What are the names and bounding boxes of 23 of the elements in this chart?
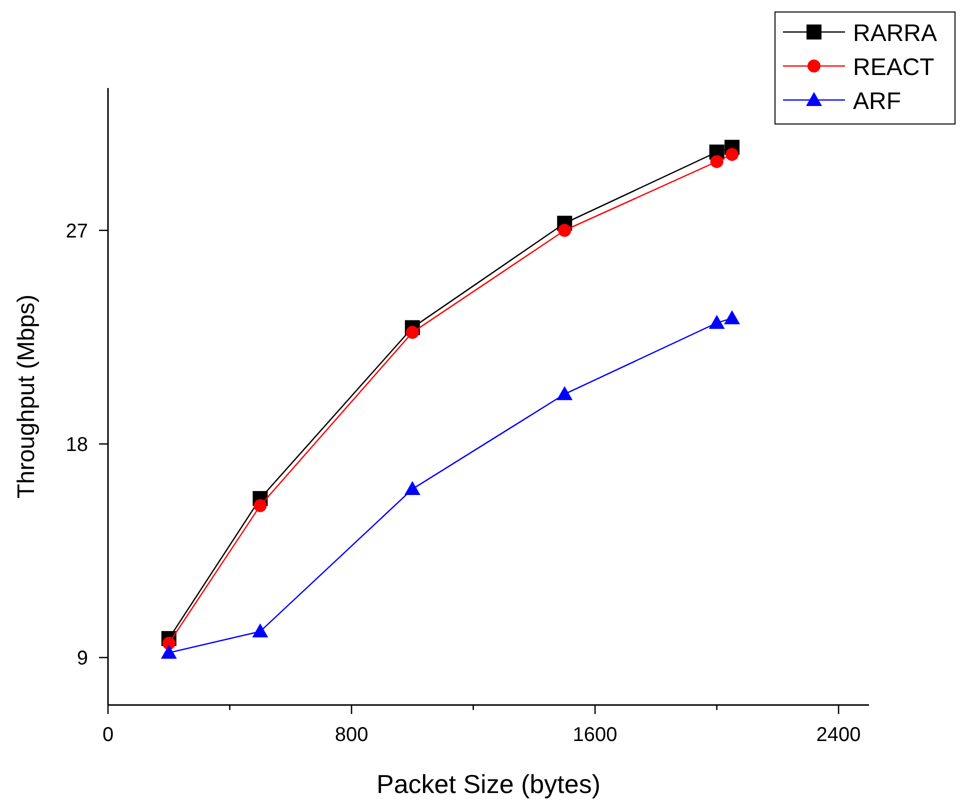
point: [404, 481, 420, 496]
point: [558, 224, 572, 237]
point: [556, 386, 573, 400]
point: [710, 155, 724, 168]
point: [726, 148, 739, 161]
point: [160, 644, 177, 659]
y-tick-label: 27: [66, 220, 88, 242]
point: [252, 623, 268, 638]
x-tick-label: 1600: [572, 724, 618, 746]
x-axis-title: Packet Size (bytes): [376, 769, 600, 799]
x-tick-label: 800: [334, 724, 368, 746]
point: [406, 326, 419, 339]
legend-label: REACT: [853, 54, 935, 81]
x-tick-label: 2400: [816, 724, 861, 746]
point: [724, 310, 740, 324]
x-tick-label: 0: [102, 724, 114, 746]
y-axis-title: Throughput (Mbps): [13, 294, 40, 499]
y-tick-label: 9: [76, 648, 88, 670]
point: [708, 314, 725, 329]
legend-label: ARF: [853, 88, 901, 115]
point: [254, 499, 267, 512]
legend-label: RARRA: [853, 20, 938, 47]
y-tick-label: 18: [66, 434, 88, 456]
